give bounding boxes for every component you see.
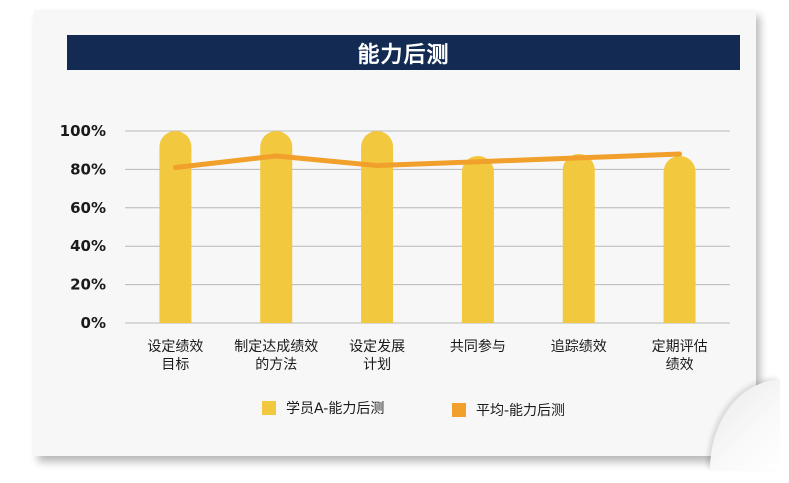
x-category-label: 目标	[161, 357, 189, 373]
y-tick-label: 80%	[70, 160, 106, 178]
bar	[260, 131, 293, 323]
bar	[663, 155, 696, 323]
legend-label-bar: 学员A-能力后测	[286, 401, 385, 417]
average-line	[172, 151, 683, 170]
bar	[361, 131, 394, 323]
chart-title-bar: 能力后测	[67, 35, 740, 70]
legend-swatch-bar	[262, 401, 276, 415]
x-category-label: 追踪绩效	[551, 339, 607, 355]
bar	[562, 154, 595, 323]
x-category-label: 的方法	[255, 357, 297, 373]
bar	[159, 131, 192, 323]
x-category-label: 设定发展	[349, 339, 405, 355]
y-tick-label: 20%	[70, 276, 106, 294]
x-category-label: 计划	[363, 357, 391, 373]
legend-item-line: 平均-能力后测	[452, 400, 565, 420]
x-category-label: 共同参与	[450, 338, 506, 355]
legend-label-line: 平均-能力后测	[476, 403, 566, 419]
chart-card	[34, 10, 756, 456]
y-tick-label: 40%	[70, 237, 106, 255]
y-tick-label: 0%	[81, 314, 106, 332]
x-category-label: 绩效	[666, 357, 694, 373]
chart-title: 能力后测	[357, 42, 450, 68]
x-category-label: 设定绩效	[147, 339, 203, 355]
y-tick-label: 60%	[70, 199, 106, 217]
bar	[461, 155, 494, 323]
y-tick-label: 100%	[60, 122, 106, 140]
legend-item-bar: 学员A-能力后测	[262, 398, 384, 418]
legend-swatch-line	[452, 403, 466, 417]
x-category-label: 定期评估	[652, 339, 708, 355]
x-category-label: 制定达成绩效	[234, 339, 318, 355]
